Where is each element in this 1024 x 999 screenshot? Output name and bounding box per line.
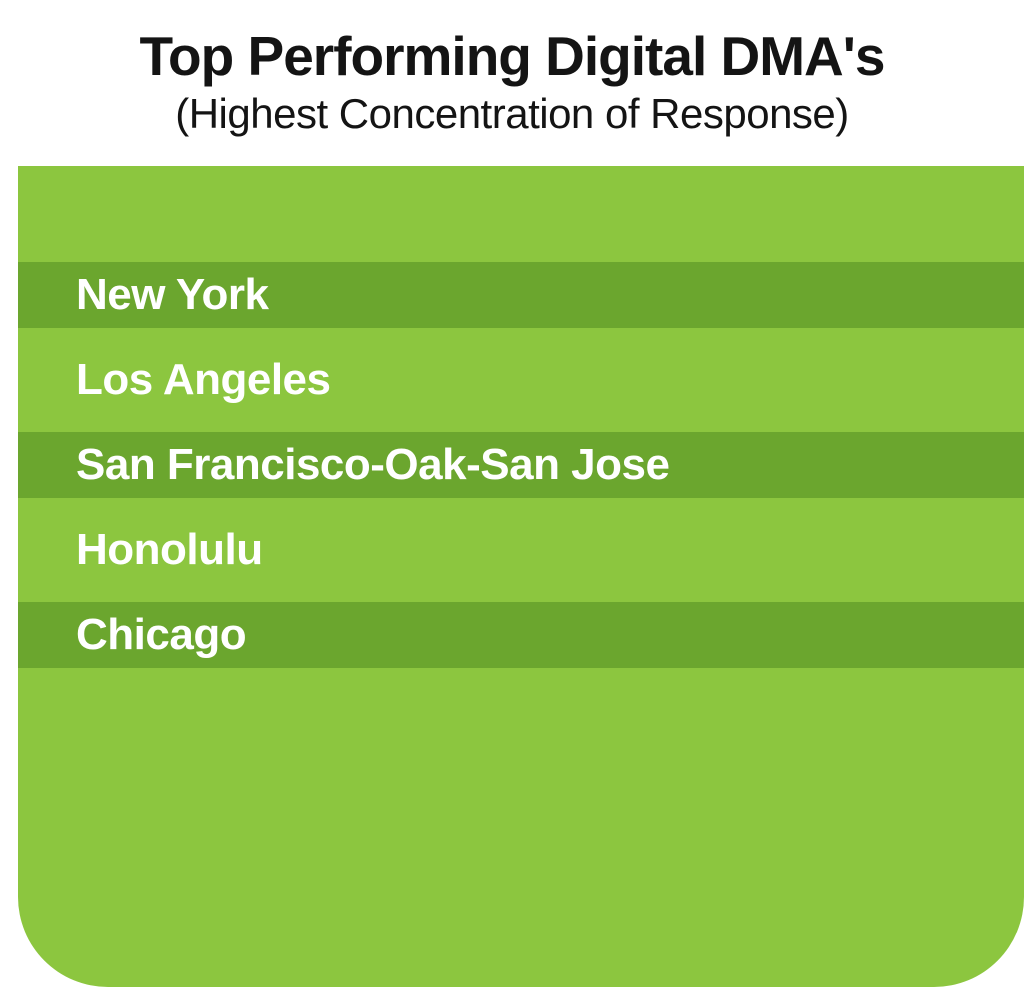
list-item-label: Los Angeles — [76, 355, 330, 405]
page-title: Top Performing Digital DMA's — [0, 28, 1024, 86]
list-item: Honolulu — [18, 498, 1024, 602]
page-subtitle: (Highest Concentration of Response) — [0, 90, 1024, 138]
list-item-label: San Francisco-Oak-San Jose — [76, 440, 669, 490]
list-item: Los Angeles — [18, 328, 1024, 432]
header: Top Performing Digital DMA's (Highest Co… — [0, 0, 1024, 158]
list-item-label: New York — [76, 270, 268, 320]
list-item: San Francisco-Oak-San Jose — [18, 432, 1024, 498]
list-item: Chicago — [18, 602, 1024, 668]
dma-panel: New York Los Angeles San Francisco-Oak-San… — [18, 166, 1024, 987]
list-item: New York — [18, 262, 1024, 328]
list-item-label: Chicago — [76, 610, 246, 660]
list-item-label: Honolulu — [76, 525, 263, 575]
